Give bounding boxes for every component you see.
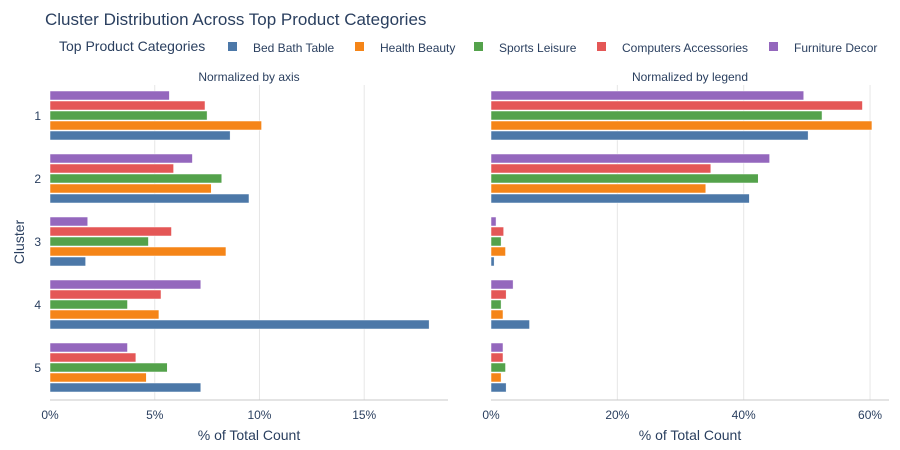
x-axis-title: % of Total Count [198,427,301,443]
bar-computers-accessories-cluster-1 [490,100,863,111]
bar-computers-accessories-cluster-1 [49,100,206,111]
bar-bed-bath-table-cluster-2 [49,193,250,204]
bar-sports-leisure-cluster-4 [490,299,502,310]
bar-bed-bath-table-cluster-4 [49,319,430,330]
legend-swatch-bed-bath-table [228,42,237,51]
bar-furniture-decor-cluster-3 [49,216,88,227]
bar-computers-accessories-cluster-2 [49,163,174,174]
legend-swatch-health-beauty [355,42,364,51]
bar-sports-leisure-cluster-2 [49,173,223,184]
y-tick-label: 2 [34,172,41,186]
x-tick-label: 5% [146,408,164,422]
bar-sports-leisure-cluster-1 [49,110,208,121]
bar-health-beauty-cluster-2 [49,183,212,194]
bar-health-beauty-cluster-4 [49,309,160,320]
legend-swatch-computers-accessories [597,42,606,51]
legend: Top Product Categories Bed Bath Table Heal… [59,38,877,55]
bar-bed-bath-table-cluster-3 [490,256,495,267]
y-axis: 1 2 3 4 5 [34,109,41,375]
y-tick-label: 1 [34,109,41,123]
bar-furniture-decor-cluster-1 [490,90,804,101]
bar-computers-accessories-cluster-5 [49,352,137,363]
bar-computers-accessories-cluster-3 [490,226,504,237]
x-tick-label: 0% [41,408,59,422]
bar-bed-bath-table-cluster-4 [490,319,530,330]
bar-health-beauty-cluster-1 [490,120,873,131]
bar-furniture-decor-cluster-4 [490,279,514,290]
bar-computers-accessories-cluster-3 [49,226,172,237]
legend-title: Top Product Categories [59,38,205,54]
bar-bed-bath-table-cluster-2 [490,193,750,204]
bar-furniture-decor-cluster-5 [49,342,128,353]
bar-sports-leisure-cluster-3 [490,236,502,247]
bar-health-beauty-cluster-4 [490,309,504,320]
bar-bed-bath-table-cluster-1 [490,130,809,141]
bar-health-beauty-cluster-5 [490,372,502,383]
bar-computers-accessories-cluster-4 [49,289,162,300]
y-tick-label: 5 [34,361,41,375]
bar-computers-accessories-cluster-5 [490,352,504,363]
bar-health-beauty-cluster-2 [490,183,707,194]
bar-health-beauty-cluster-3 [49,246,227,257]
bar-computers-accessories-cluster-2 [490,163,712,174]
bar-sports-leisure-cluster-2 [490,173,759,184]
bar-furniture-decor-cluster-5 [490,342,504,353]
legend-swatch-sports-leisure [474,42,483,51]
y-tick-label: 4 [34,298,41,312]
bar-sports-leisure-cluster-5 [490,362,506,373]
panel-2: Normalized by legend 0% 20% 40% 60% % of Tota… [482,70,889,443]
legend-swatch-furniture-decor [769,42,778,51]
bar-health-beauty-cluster-3 [490,246,506,257]
chart-title: Cluster Distribution Across Top Product … [45,10,426,29]
x-tick-label: 0% [482,408,500,422]
legend-label-health-beauty: Health Beauty [380,41,455,55]
bar-health-beauty-cluster-1 [49,120,262,131]
x-tick-label: 15% [352,408,376,422]
x-axis-title: % of Total Count [639,427,742,443]
x-tick-label: 60% [858,408,882,422]
bar-furniture-decor-cluster-3 [490,216,497,227]
bar-sports-leisure-cluster-4 [49,299,128,310]
bar-furniture-decor-cluster-2 [49,153,193,164]
legend-label-sports-leisure: Sports Leisure [499,41,577,55]
bar-health-beauty-cluster-5 [49,372,147,383]
panel-subtitle: Normalized by axis [198,70,299,84]
panel-subtitle: Normalized by legend [632,70,748,84]
legend-label-furniture-decor: Furniture Decor [794,41,877,55]
bar-bed-bath-table-cluster-3 [49,256,86,267]
legend-label-computers-accessories: Computers Accessories [622,41,748,55]
bar-bed-bath-table-cluster-5 [49,382,202,393]
bar-sports-leisure-cluster-3 [49,236,149,247]
bar-computers-accessories-cluster-4 [490,289,507,300]
x-tick-label: 20% [605,408,629,422]
bar-sports-leisure-cluster-1 [490,110,823,121]
x-tick-label: 40% [732,408,756,422]
bar-furniture-decor-cluster-4 [49,279,202,290]
legend-label-bed-bath-table: Bed Bath Table [253,41,335,55]
bar-furniture-decor-cluster-2 [490,153,770,164]
bar-bed-bath-table-cluster-1 [49,130,231,141]
panel-1: Normalized by axis 0% 5% 10% 15% % of Total C… [41,70,448,443]
bar-bed-bath-table-cluster-5 [490,382,507,393]
x-tick-label: 10% [247,408,271,422]
y-tick-label: 3 [34,235,41,249]
bar-sports-leisure-cluster-5 [49,362,168,373]
y-axis-label: Cluster [11,219,27,264]
bar-furniture-decor-cluster-1 [49,90,170,101]
